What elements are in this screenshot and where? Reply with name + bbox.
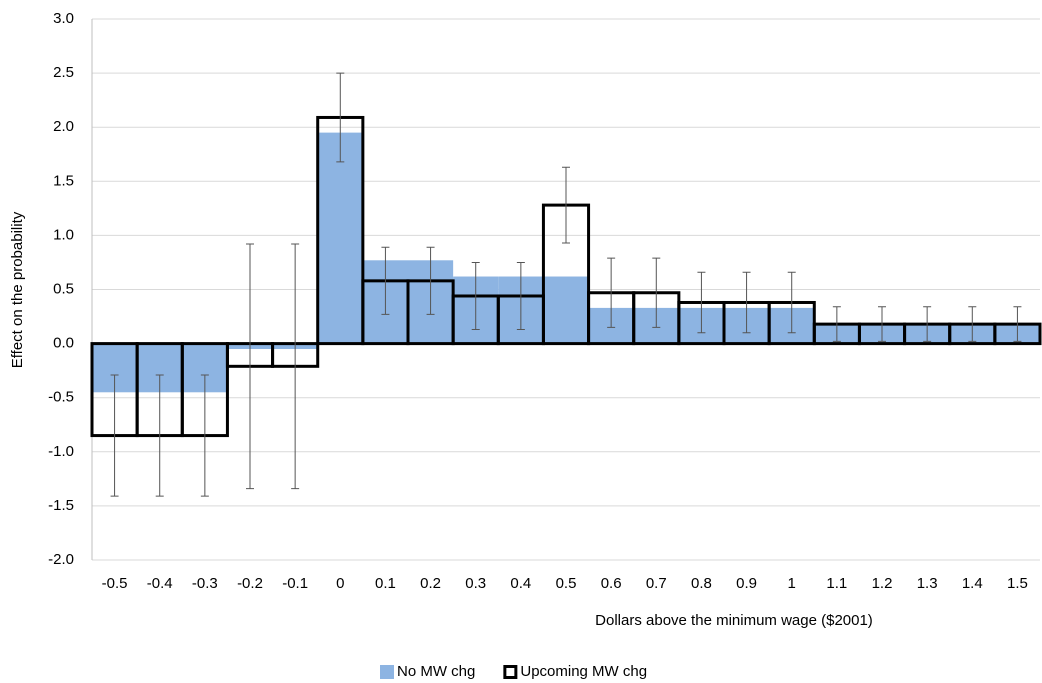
error-bar [697,271,706,334]
y-tick-label: 0.5 [53,280,74,297]
y-tick-label: -2.0 [48,551,74,568]
error-bar [246,243,254,490]
x-tick-label: 0 [336,575,344,592]
x-tick-label: 0.3 [465,575,486,592]
y-tick-label: 2.0 [53,118,74,135]
error-bar [516,261,525,331]
error-bar [200,374,209,497]
error-bar [923,306,932,342]
error-bar [607,257,616,328]
y-tick-label: -1.5 [48,497,74,514]
error-bar [652,257,661,328]
error-bar [155,374,164,497]
x-tick-label: 0.2 [420,575,441,592]
error-bar [562,166,570,244]
x-tick-label: 1.5 [1007,575,1028,592]
x-tick-label: 0.4 [510,575,531,592]
error-bar [878,306,886,342]
bar [543,276,589,344]
x-tick-label: -0.5 [102,575,128,592]
error-bar [832,306,841,342]
error-bar [1013,306,1022,342]
error-bar [742,271,751,334]
legend-label: No MW chg [397,663,475,680]
error-bar [381,246,390,315]
x-tick-label: 0.8 [691,575,712,592]
legend-swatch [380,665,394,679]
error-bar [291,243,300,490]
x-axis-title: Dollars above the minimum wage ($2001) [595,612,873,629]
y-tick-label: 2.5 [53,64,74,81]
x-tick-label: 1 [788,575,796,592]
x-tick-label: 0.5 [556,575,577,592]
error-bar [336,72,345,163]
x-tick-label: -0.1 [282,575,308,592]
error-bar [787,271,796,334]
y-tick-label: 1.0 [53,226,74,243]
bar [317,132,363,344]
y-tick-label: 1.5 [53,172,74,189]
x-tick-label: -0.3 [192,575,218,592]
legend-swatch [503,665,518,679]
x-tick-label: 0.7 [646,575,667,592]
y-tick-label: -1.0 [48,443,74,460]
y-tick-label: 0.0 [53,335,74,352]
legend-label: Upcoming MW chg [520,663,647,680]
x-tick-label: 0.9 [736,575,757,592]
error-bar [426,246,435,315]
y-tick-label: -0.5 [48,389,74,406]
x-tick-label: 0.1 [375,575,396,592]
y-axis-title: Effect on the probability [9,211,26,368]
x-tick-label: 1.2 [872,575,893,592]
x-tick-label: -0.2 [237,575,263,592]
x-tick-label: -0.4 [147,575,173,592]
x-tick-label: 1.3 [917,575,938,592]
x-tick-label: 1.4 [962,575,983,592]
x-tick-label: 0.6 [601,575,622,592]
error-bar [968,306,977,342]
error-bar [110,374,119,497]
x-tick-label: 1.1 [826,575,847,592]
y-tick-label: 3.0 [53,10,74,27]
error-bar [471,261,480,331]
